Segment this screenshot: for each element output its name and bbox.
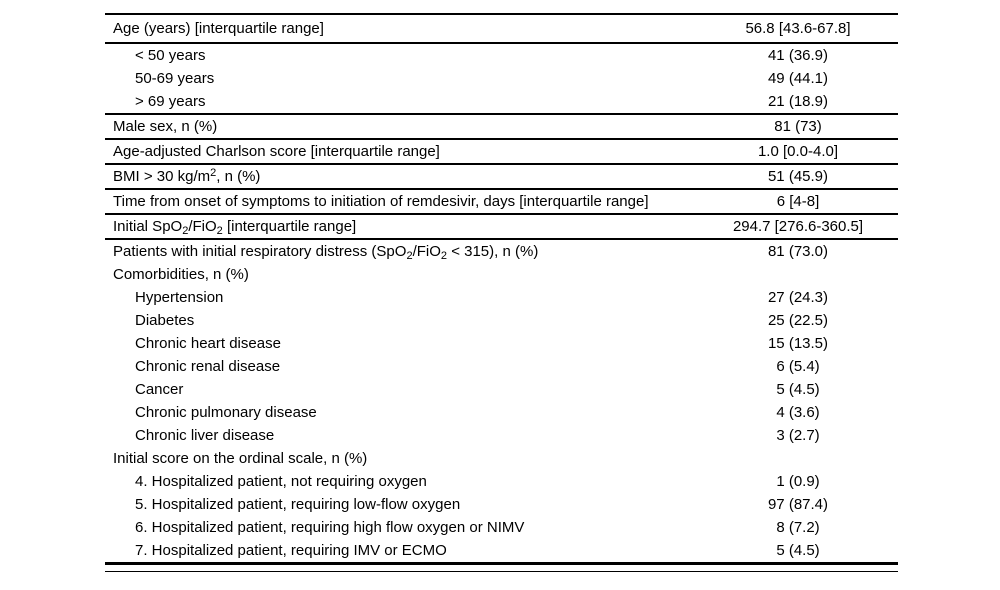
row-value: 56.8 [43.6-67.8] xyxy=(698,14,898,44)
row-value: 81 (73) xyxy=(698,114,898,140)
table-row: Diabetes 25 (22.5) xyxy=(105,309,898,332)
table-row: Chronic pulmonary disease 4 (3.6) xyxy=(105,401,898,424)
table-row: Patients with initial respiratory distre… xyxy=(105,239,898,263)
row-value: 6 [4-8] xyxy=(698,189,898,215)
row-value: 21 (18.9) xyxy=(698,90,898,115)
row-label: Cancer xyxy=(135,381,184,398)
table-row: > 69 years 21 (18.9) xyxy=(105,90,898,115)
table-row: Age-adjusted Charlson score [interquarti… xyxy=(105,139,898,165)
table-row: Age (years) [interquartile range] 56.8 [4… xyxy=(105,14,898,44)
table-row: Time from onset of symptoms to initiatio… xyxy=(105,189,898,215)
row-label: Initial SpO2/FiO2 [interquartile range] xyxy=(105,214,698,240)
row-value: 4 (3.6) xyxy=(776,404,820,421)
row-label: > 69 years xyxy=(105,90,698,115)
row-label: 5. Hospitalized patient, requiring low-f… xyxy=(135,496,461,513)
row-value: 6 (5.4) xyxy=(776,358,820,375)
row-value: 25 (22.5) xyxy=(767,312,829,329)
row-value: 97 (87.4) xyxy=(767,496,829,513)
row-label: Time from onset of symptoms to initiatio… xyxy=(105,189,698,215)
row-value: 41 (36.9) xyxy=(767,47,829,64)
table-row: Initial score on the ordinal scale, n (%… xyxy=(105,447,898,470)
table-row: BMI > 30 kg/m2, n (%) 51 (45.9) xyxy=(105,164,898,190)
row-label: 6. Hospitalized patient, requiring high … xyxy=(135,519,525,536)
table-row: 50-69 years 49 (44.1) xyxy=(105,67,898,90)
row-label: Patients with initial respiratory distre… xyxy=(113,243,539,262)
row-label: Chronic liver disease xyxy=(135,427,275,444)
baseline-characteristics-table: Age (years) [interquartile range] 56.8 [4… xyxy=(105,13,898,572)
row-label: Comorbidities, n (%) xyxy=(113,266,249,283)
row-label: < 50 years xyxy=(135,47,206,64)
table-row: 7. Hospitalized patient, requiring IMV o… xyxy=(105,539,898,565)
row-value: 51 (45.9) xyxy=(698,164,898,190)
row-value: 15 (13.5) xyxy=(767,335,829,352)
row-value: 8 (7.2) xyxy=(776,519,820,536)
row-label: 4. Hospitalized patient, not requiring o… xyxy=(135,473,427,490)
table-body: Age (years) [interquartile range] 56.8 [4… xyxy=(105,14,898,565)
row-value: 5 (4.5) xyxy=(698,539,898,565)
row-value: 1 (0.9) xyxy=(776,473,820,490)
row-label: Chronic heart disease xyxy=(135,335,281,352)
row-label: Age (years) [interquartile range] xyxy=(105,14,698,44)
row-value: 81 (73.0) xyxy=(767,243,829,260)
row-label: Chronic renal disease xyxy=(135,358,281,375)
row-label: BMI > 30 kg/m2, n (%) xyxy=(105,164,698,190)
table-row: 6. Hospitalized patient, requiring high … xyxy=(105,516,898,539)
row-value: 294.7 [276.6-360.5] xyxy=(698,214,898,240)
row-label: 50-69 years xyxy=(135,70,215,87)
table-row: Male sex, n (%) 81 (73) xyxy=(105,114,898,140)
table-bottom-double-rule xyxy=(105,571,898,572)
table-row: Comorbidities, n (%) xyxy=(105,263,898,286)
table-row: Chronic liver disease 3 (2.7) xyxy=(105,424,898,447)
table-row: < 50 years 41 (36.9) xyxy=(105,43,898,67)
row-value: 49 (44.1) xyxy=(767,70,829,87)
table-row: 5. Hospitalized patient, requiring low-f… xyxy=(105,493,898,516)
table-row: Hypertension 27 (24.3) xyxy=(105,286,898,309)
row-label: Diabetes xyxy=(135,312,195,329)
row-value: 3 (2.7) xyxy=(776,427,820,444)
row-label: Hypertension xyxy=(135,289,224,306)
table-row: Cancer 5 (4.5) xyxy=(105,378,898,401)
data-table: Age (years) [interquartile range] 56.8 [4… xyxy=(105,13,898,565)
table-row: Chronic heart disease 15 (13.5) xyxy=(105,332,898,355)
row-value xyxy=(698,447,898,470)
row-label: 7. Hospitalized patient, requiring IMV o… xyxy=(105,539,698,565)
row-value: 27 (24.3) xyxy=(767,289,829,306)
row-label: Age-adjusted Charlson score [interquarti… xyxy=(105,139,698,165)
table-row: Chronic renal disease 6 (5.4) xyxy=(105,355,898,378)
table-row: 4. Hospitalized patient, not requiring o… xyxy=(105,470,898,493)
row-value xyxy=(698,263,898,286)
row-label: Chronic pulmonary disease xyxy=(135,404,317,421)
row-value: 1.0 [0.0-4.0] xyxy=(698,139,898,165)
row-label: Male sex, n (%) xyxy=(105,114,698,140)
row-value: 5 (4.5) xyxy=(776,381,820,398)
row-label: Initial score on the ordinal scale, n (%… xyxy=(113,450,368,467)
table-row: Initial SpO2/FiO2 [interquartile range] 2… xyxy=(105,214,898,240)
